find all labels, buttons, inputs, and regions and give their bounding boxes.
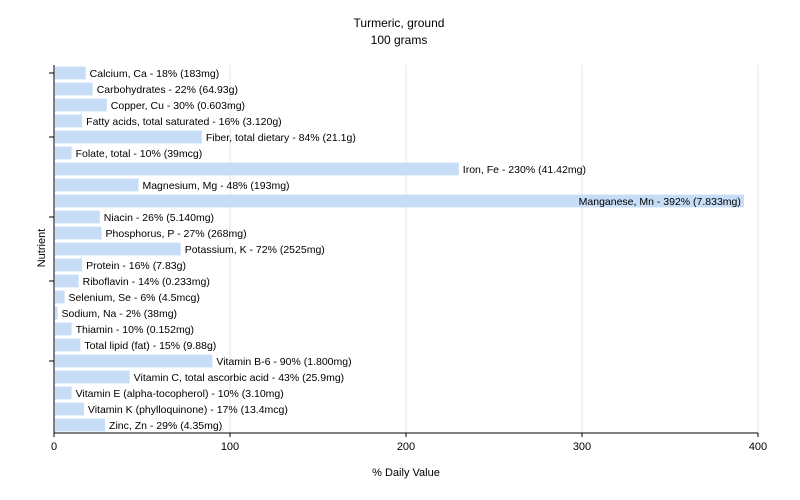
bar-labels: Calcium, Ca - 18% (183mg) Carbohydrates -… (62, 68, 741, 432)
bar-label: Selenium, Se - 6% (4.5mcg) (69, 292, 200, 304)
bar-label: Fatty acids, total saturated - 16% (3.12… (86, 116, 282, 128)
bar-label: Vitamin B-6 - 90% (1.800mg) (216, 356, 351, 368)
bar (55, 178, 139, 192)
bar (55, 322, 72, 336)
bar-label: Vitamin K (phylloquinone) - 17% (13.4mcg… (88, 404, 288, 416)
bar-label: Manganese, Mn - 392% (7.833mg) (579, 196, 741, 208)
bar (55, 226, 102, 240)
bar-label: Riboflavin - 14% (0.233mg) (83, 276, 210, 288)
bar-label: Fiber, total dietary - 84% (21.1g) (206, 132, 356, 144)
bar (55, 82, 93, 96)
bar-label: Zinc, Zn - 29% (4.35mg) (109, 420, 222, 432)
x-tick-label: 100 (221, 441, 239, 453)
bar-label: Potassium, K - 72% (2525mg) (185, 244, 325, 256)
bar (55, 386, 72, 400)
bar (55, 210, 100, 224)
bar (55, 194, 744, 208)
x-tick-labels: 0 100 200 300 400 (51, 433, 767, 453)
gridlines (229, 65, 759, 433)
x-tick-label: 400 (749, 441, 767, 453)
chart-subtitle: 100 grams (371, 33, 428, 47)
bar-label: Magnesium, Mg - 48% (193mg) (142, 180, 289, 192)
bar-label: Protein - 16% (7.83g) (86, 260, 186, 272)
bar (55, 418, 106, 432)
bar (55, 290, 65, 304)
bar (55, 146, 72, 160)
bar (55, 306, 58, 320)
bar-label: Iron, Fe - 230% (41.42mg) (463, 164, 586, 176)
bar-label: Sodium, Na - 2% (38mg) (62, 308, 178, 320)
bar (55, 402, 84, 416)
bar (55, 114, 83, 128)
bar (55, 258, 83, 272)
bars (55, 66, 744, 432)
bar-label: Copper, Cu - 30% (0.603mg) (111, 100, 245, 112)
x-axis-title: % Daily Value (372, 467, 440, 479)
bar (55, 338, 81, 352)
bar-label: Vitamin C, total ascorbic acid - 43% (25… (134, 372, 344, 384)
bar-label: Vitamin E (alpha-tocopherol) - 10% (3.10… (76, 388, 284, 400)
bar-label: Thiamin - 10% (0.152mg) (76, 324, 194, 336)
bar (55, 242, 181, 256)
bar (55, 354, 213, 368)
x-tick-label: 300 (573, 441, 591, 453)
x-tick-label: 200 (397, 441, 415, 453)
bar (55, 66, 86, 80)
bar (55, 274, 79, 288)
bar-label: Niacin - 26% (5.140mg) (104, 212, 214, 224)
bar (55, 370, 130, 384)
bar (55, 98, 107, 112)
bar-label: Total lipid (fat) - 15% (9.88g) (84, 340, 216, 352)
bar-label: Phosphorus, P - 27% (268mg) (106, 228, 247, 240)
bar (55, 162, 459, 176)
bar (55, 130, 202, 144)
bar-label: Folate, total - 10% (39mcg) (76, 148, 203, 160)
bar-label: Carbohydrates - 22% (64.93g) (97, 84, 238, 96)
chart-title: Turmeric, ground (354, 16, 445, 30)
y-axis-title: Nutrient (36, 229, 48, 268)
bar-label: Calcium, Ca - 18% (183mg) (90, 68, 220, 80)
x-tick-label: 0 (51, 441, 57, 453)
